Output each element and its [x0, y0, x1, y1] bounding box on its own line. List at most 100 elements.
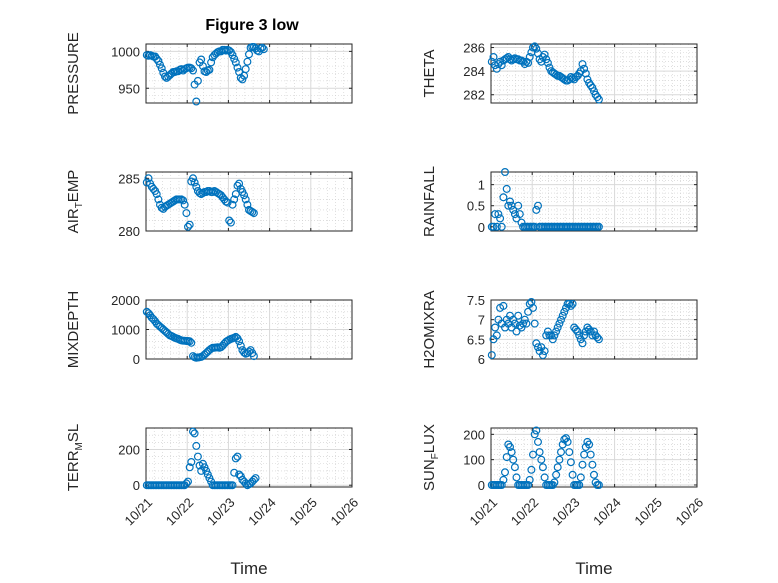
data-point	[537, 455, 546, 464]
data-point	[519, 57, 528, 66]
data-point	[235, 179, 244, 188]
x-tick-label: 10/21	[467, 495, 501, 529]
data-point	[228, 481, 237, 490]
data-point	[154, 56, 163, 65]
y-tick-label: 0	[478, 478, 485, 493]
data-point	[550, 478, 559, 487]
data-point	[243, 200, 252, 209]
data-point	[189, 174, 198, 183]
data-point	[494, 210, 503, 219]
data-point	[192, 182, 201, 191]
y-tick-label: 7	[478, 313, 485, 328]
y-tick-label: 100	[463, 453, 485, 468]
data-point	[249, 475, 258, 484]
data-point	[243, 57, 252, 66]
data-point	[533, 343, 542, 352]
y-tick-label: 282	[463, 88, 485, 103]
x-tick-label: 10/25	[286, 495, 320, 529]
data-point	[502, 453, 511, 462]
y-axis-label: H2OMIXRA	[421, 290, 438, 368]
data-point	[491, 323, 500, 332]
data-point	[249, 209, 258, 218]
data-point	[568, 470, 577, 479]
y-tick-label: 286	[463, 41, 485, 56]
axes-box	[490, 43, 698, 104]
y-axis-label: THETA	[421, 49, 438, 97]
data-point	[497, 61, 506, 70]
data-point	[528, 450, 537, 459]
data-point	[573, 327, 582, 336]
data-point	[560, 307, 569, 316]
plot-area	[491, 428, 697, 487]
data-point	[504, 201, 513, 210]
data-point	[578, 60, 587, 69]
data-point	[489, 222, 498, 231]
data-point	[594, 95, 603, 104]
data-point	[586, 81, 595, 90]
data-point	[594, 481, 603, 490]
data-point	[487, 351, 496, 360]
y-tick-label: 6	[478, 352, 485, 367]
data-point	[497, 481, 506, 490]
data-point	[568, 299, 577, 308]
axes-theta: 282 284 286 THETA	[421, 41, 698, 104]
axes-pressure: 950 1000 PRESSURE	[65, 32, 353, 115]
y-tick-label: 200	[118, 442, 140, 457]
data-point	[184, 477, 193, 486]
data-point	[507, 448, 516, 457]
y-tick-label: 285	[118, 171, 140, 186]
data-point	[203, 470, 212, 479]
data-point	[192, 97, 201, 106]
data-point	[530, 42, 539, 51]
x-tick-label: 10/26	[328, 495, 362, 529]
data-point	[185, 463, 194, 472]
x-tick-label: 10/24	[590, 495, 624, 529]
axes-box	[490, 171, 698, 232]
data-point	[580, 331, 589, 340]
x-tick-label: 10/22	[508, 495, 542, 529]
data-point	[230, 195, 239, 204]
data-point	[223, 198, 232, 207]
data-point	[530, 430, 539, 439]
data-point	[230, 54, 239, 63]
data-point	[514, 311, 523, 320]
data-point	[594, 335, 603, 344]
data-point	[527, 465, 536, 474]
data-point	[522, 319, 531, 328]
data-point	[556, 315, 565, 324]
data-point	[492, 331, 501, 340]
data-point	[552, 470, 561, 479]
data-point	[561, 434, 570, 443]
data-point	[586, 450, 595, 459]
data-point	[259, 45, 268, 54]
y-tick-label: 0	[133, 478, 140, 493]
axes-sun-flux: 0 100 200 SUNFLUX 10/21 10/22 10/23 10/24 10/25 1…	[421, 424, 706, 578]
plot-area	[491, 44, 697, 103]
data-point	[532, 44, 541, 53]
data-point	[512, 473, 521, 482]
axes-box	[145, 43, 353, 104]
data-point	[589, 470, 598, 479]
data-point	[207, 58, 216, 67]
y-tick-label: 280	[118, 224, 140, 239]
data-point	[524, 307, 533, 316]
y-tick-label: 284	[463, 64, 485, 79]
data-point	[586, 327, 595, 336]
data-point	[501, 168, 510, 177]
data-point	[509, 315, 518, 324]
data-point	[187, 338, 196, 347]
data-point	[538, 463, 547, 472]
data-point	[152, 54, 161, 63]
data-point	[240, 191, 249, 200]
data-point	[580, 64, 589, 73]
data-point	[249, 352, 258, 361]
data-point	[236, 341, 245, 350]
data-point	[565, 299, 574, 308]
x-axis-label: Time	[230, 559, 267, 578]
data-point	[228, 200, 237, 209]
axes-box	[145, 171, 353, 232]
data-point	[189, 427, 198, 436]
y-axis-label: AIRTEMP	[65, 170, 85, 234]
axes-air-temp: 280 285 AIRTEMP	[65, 170, 353, 239]
data-point	[566, 458, 575, 467]
